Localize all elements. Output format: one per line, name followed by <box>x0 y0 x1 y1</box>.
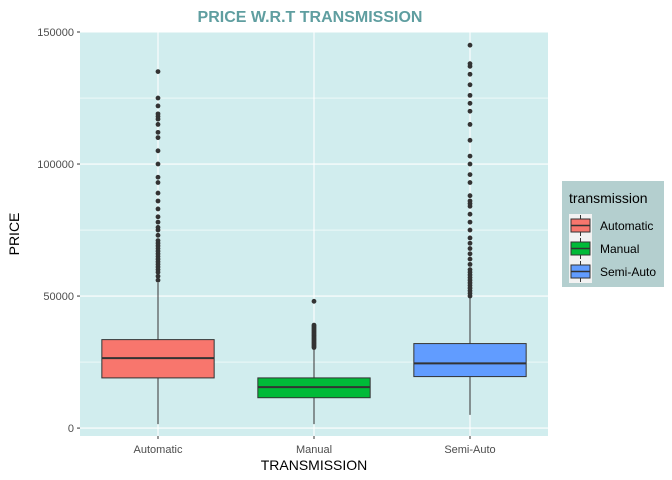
x-axis: Automatic Manual Semi-Auto <box>134 436 496 456</box>
outlier-point <box>467 82 473 88</box>
outlier-point <box>155 161 161 167</box>
outlier-point <box>467 251 473 257</box>
outlier-point <box>467 153 473 159</box>
x-axis-title: TRANSMISSION <box>261 457 368 473</box>
outlier-point <box>467 180 473 185</box>
legend: transmission Automatic Manual Semi-Auto <box>562 181 664 287</box>
outlier-point <box>311 322 317 328</box>
outlier-point <box>467 240 473 246</box>
x-tick-label: Automatic <box>134 444 183 456</box>
outlier-point <box>155 214 161 220</box>
y-tick-label: 100000 <box>37 159 74 171</box>
outlier-point <box>467 267 473 273</box>
box-iqr <box>413 343 527 378</box>
outlier-point <box>467 219 473 225</box>
outlier-point <box>467 61 473 67</box>
outlier-point <box>155 190 161 196</box>
outlier-point <box>467 246 473 251</box>
outlier-point <box>155 122 161 127</box>
outlier-point <box>155 224 161 230</box>
outlier-point <box>467 198 473 204</box>
outlier-point <box>155 174 161 180</box>
outlier-point <box>467 42 473 48</box>
outlier-point <box>155 198 161 204</box>
outlier-point <box>155 180 161 185</box>
outlier-point <box>467 256 473 262</box>
y-tick-label: 50000 <box>43 291 74 303</box>
y-axis-title: PRICE <box>6 213 22 256</box>
legend-title: transmission <box>569 190 648 206</box>
legend-item: Semi-Auto <box>569 260 656 283</box>
outlier-point <box>467 92 473 98</box>
outlier-point <box>155 69 161 75</box>
chart-title: PRICE W.R.T TRANSMISSION <box>198 9 423 26</box>
outlier-point <box>155 111 161 117</box>
outlier-point <box>467 100 473 106</box>
legend-label: Manual <box>600 242 639 256</box>
outlier-point <box>155 135 161 141</box>
box-manual <box>257 298 371 425</box>
box-automatic <box>101 69 215 425</box>
legend-item: Manual <box>569 237 639 260</box>
outlier-point <box>467 227 473 233</box>
outlier-point <box>467 161 473 167</box>
outlier-point <box>467 137 473 143</box>
outlier-point <box>155 206 161 212</box>
legend-label: Automatic <box>600 219 653 233</box>
outlier-point <box>155 103 161 109</box>
outlier-point <box>467 108 473 114</box>
outlier-point <box>155 273 161 279</box>
y-tick-label: 150000 <box>37 27 74 39</box>
y-axis: 0 50000 100000 150000 <box>37 27 80 435</box>
outlier-point <box>311 298 317 304</box>
box-semi-auto <box>413 42 527 415</box>
outlier-point <box>467 122 473 127</box>
outlier-point <box>467 211 473 217</box>
legend-label: Semi-Auto <box>600 265 656 279</box>
outlier-point <box>467 172 473 177</box>
x-tick-label: Semi-Auto <box>444 444 495 456</box>
outlier-point <box>467 193 473 199</box>
y-tick-label: 0 <box>68 423 74 435</box>
outlier-point <box>155 129 161 135</box>
boxes-layer <box>101 42 527 425</box>
outlier-point <box>467 235 473 241</box>
x-tick-label: Manual <box>296 444 332 456</box>
outlier-point <box>155 95 161 101</box>
outlier-point <box>155 277 161 283</box>
legend-item: Automatic <box>569 214 653 237</box>
outlier-point <box>467 71 473 77</box>
outlier-point <box>155 238 161 244</box>
outlier-point <box>155 232 161 238</box>
outlier-point <box>467 261 473 267</box>
outlier-point <box>155 219 161 225</box>
outlier-point <box>155 148 161 154</box>
